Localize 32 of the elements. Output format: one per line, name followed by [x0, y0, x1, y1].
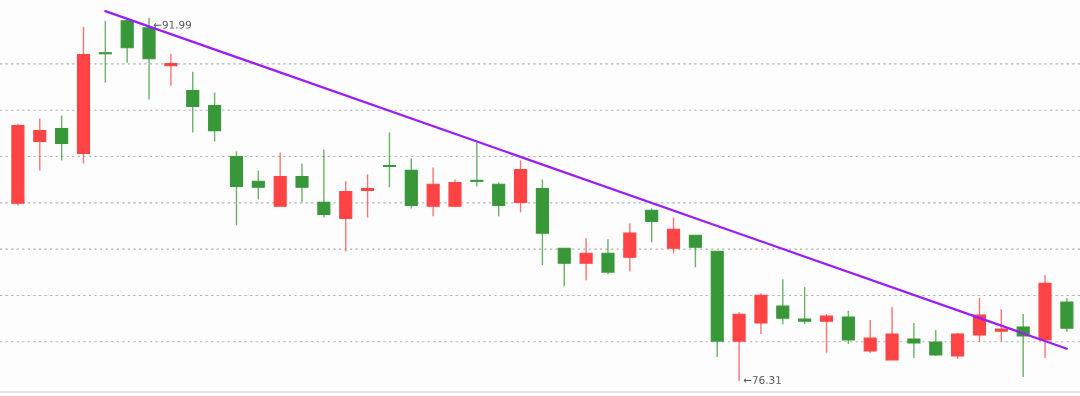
candlestick [798, 286, 812, 325]
candlestick [666, 216, 681, 255]
candlestick [470, 141, 484, 188]
candlestick [601, 238, 615, 275]
candlestick [98, 20, 112, 84]
candlestick [492, 181, 506, 217]
candlestick [645, 207, 659, 243]
candlestick [382, 131, 396, 189]
candlestick [907, 322, 921, 359]
candlestick [819, 313, 834, 354]
annotation: ←76.31 [743, 376, 781, 384]
candlestick [863, 319, 877, 354]
candlestick [295, 162, 309, 204]
candlestick [317, 148, 331, 219]
candlestick [557, 247, 571, 287]
annotation: ←91.99 [153, 20, 192, 29]
candlestick [361, 173, 375, 219]
candlestick [186, 71, 200, 134]
candlestick [426, 166, 440, 217]
candlestick [251, 169, 265, 201]
candlestick [448, 178, 462, 208]
candlestick [688, 234, 702, 268]
candlestick [164, 53, 178, 87]
candlestick [55, 114, 69, 162]
candlestick [776, 278, 790, 325]
candlestick [33, 117, 47, 172]
candlestick [579, 237, 593, 281]
candlestick [951, 332, 965, 360]
candlestick [929, 329, 943, 357]
candlestick [972, 297, 987, 343]
candlestick [994, 308, 1008, 342]
candlestick [841, 310, 855, 345]
